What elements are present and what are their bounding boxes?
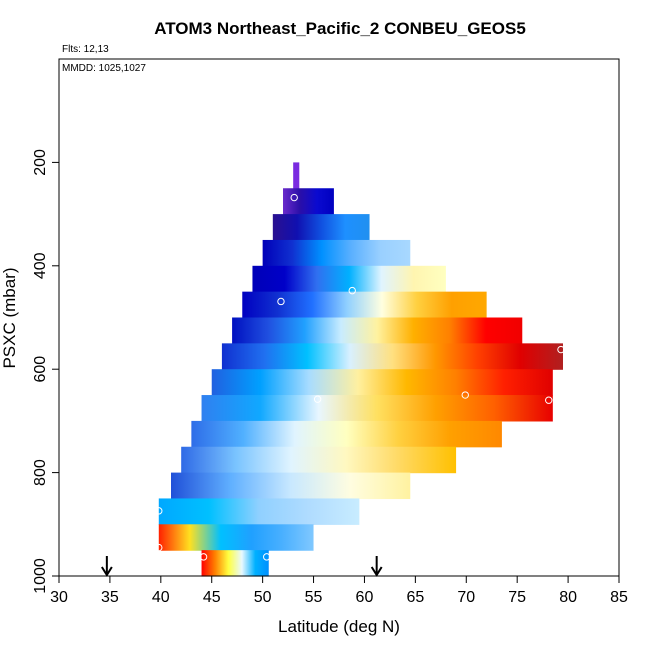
- heatmap-row: [201, 550, 269, 577]
- heatmap-markers: [155, 193, 565, 561]
- x-tick-label: 65: [406, 589, 424, 606]
- down-arrow-icon: [370, 556, 383, 577]
- heatmap-row: [201, 395, 553, 422]
- heatmap-row: [158, 524, 314, 551]
- x-axis: 30 35 40 45 50 55 60 65 70 75 80 85: [50, 576, 628, 606]
- x-tick-label: 30: [50, 589, 68, 606]
- heatmap-row: [262, 239, 411, 267]
- heatmap-row: [293, 162, 300, 189]
- heatmap-row: [272, 214, 370, 241]
- heatmap-row: [158, 498, 360, 525]
- heatmap-row: [232, 317, 523, 344]
- data-marker: [155, 507, 163, 515]
- x-tick-label: 35: [101, 589, 119, 606]
- heatmap-row: [211, 369, 553, 396]
- data-marker: [199, 553, 208, 561]
- data-marker: [545, 396, 553, 404]
- x-tick-label: 55: [305, 589, 323, 606]
- data-marker: [290, 193, 298, 202]
- y-axis-label: PSXC (mbar): [0, 267, 19, 368]
- y-axis: 200 400 600 800 1000: [32, 149, 59, 594]
- x-tick-label: 50: [254, 589, 272, 606]
- y-tick-label: 400: [32, 252, 49, 279]
- heatmap-rows: [158, 162, 563, 577]
- data-marker: [313, 395, 322, 403]
- x-tick-label: 75: [508, 589, 526, 606]
- plot-frame: [58, 58, 620, 577]
- heatmap-row: [283, 188, 334, 215]
- data-marker: [461, 391, 469, 399]
- data-marker: [348, 286, 356, 295]
- y-tick-label: 200: [32, 149, 49, 176]
- y-tick-label: 1000: [32, 558, 49, 594]
- data-marker: [277, 297, 285, 306]
- heatmap-row: [171, 472, 411, 500]
- heatmap-row: [181, 446, 457, 474]
- y-tick-label: 800: [32, 459, 49, 486]
- x-tick-label: 85: [610, 589, 628, 606]
- data-marker: [263, 553, 271, 561]
- down-arrow-icon: [101, 556, 113, 577]
- dates-note: MMDD: 1025,1027: [62, 63, 146, 74]
- data-marker: [155, 543, 163, 552]
- x-tick-label: 70: [457, 589, 475, 606]
- heatmap-row: [252, 265, 446, 293]
- flights-note: Flts: 12,13: [62, 44, 109, 55]
- heatmap-row: [221, 343, 563, 370]
- flight-arrows: [101, 556, 383, 577]
- x-tick-label: 45: [203, 589, 221, 606]
- x-axis-label: Latitude (deg N): [278, 617, 400, 636]
- data-marker: [557, 345, 565, 354]
- heatmap-row: [191, 420, 502, 448]
- x-tick-label: 80: [559, 589, 577, 606]
- chart-title: ATOM3 Northeast_Pacific_2 CONBEU_GEOS5: [154, 19, 526, 38]
- x-tick-label: 40: [152, 589, 170, 606]
- heatmap-row: [242, 291, 487, 319]
- x-tick-label: 60: [356, 589, 374, 606]
- y-tick-label: 600: [32, 356, 49, 383]
